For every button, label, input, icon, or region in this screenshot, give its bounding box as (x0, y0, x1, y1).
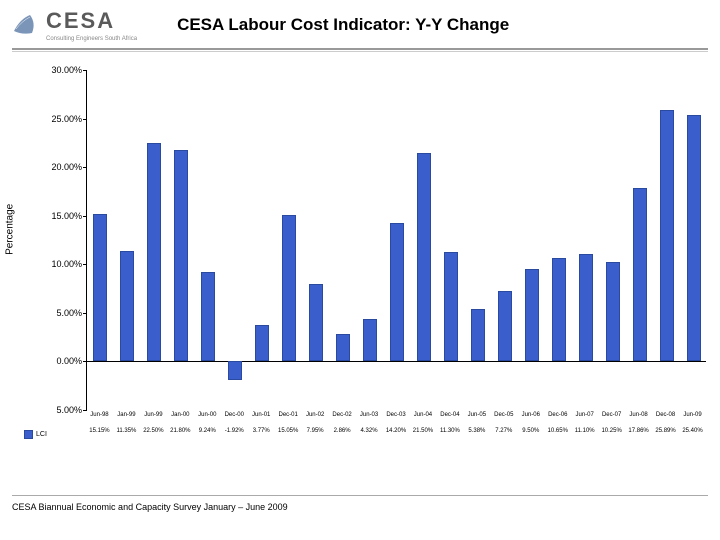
x-tick-label: Jun-00 (198, 412, 216, 418)
bar (660, 110, 674, 362)
bar (606, 262, 620, 362)
bar (201, 272, 215, 362)
header-rule (12, 48, 708, 50)
bar (363, 319, 377, 361)
x-tick-label: Jun-07 (576, 412, 594, 418)
zero-line (87, 361, 706, 362)
bar (579, 254, 593, 362)
y-tick-label: 5.00% (32, 405, 82, 415)
legend-swatch (24, 430, 33, 439)
bar (687, 115, 701, 362)
x-tick-label: Jun-99 (144, 412, 162, 418)
plot-area (86, 70, 706, 410)
bar (120, 251, 134, 361)
y-tick-mark (83, 313, 87, 314)
logo: CESA Consulting Engineers South Africa (12, 8, 137, 42)
x-tick-label: Jun-98 (90, 412, 108, 418)
header: CESA Consulting Engineers South Africa C… (0, 0, 720, 46)
x-tick-label: Jan-99 (117, 412, 135, 418)
x-tick-label: Dec-01 (279, 412, 298, 418)
y-tick-label: 20.00% (32, 162, 82, 172)
logo-text: CESA (46, 8, 137, 34)
legend-key: LCI (24, 430, 47, 439)
footer-text: CESA Biannual Economic and Capacity Surv… (12, 502, 288, 512)
y-tick-mark (83, 216, 87, 217)
x-tick-label: Dec-00 (225, 412, 244, 418)
x-tick-label: Dec-06 (548, 412, 567, 418)
x-tick-label: Dec-04 (440, 412, 459, 418)
bar (633, 188, 647, 361)
x-tick-label: Dec-05 (494, 412, 513, 418)
bar (147, 143, 161, 362)
bar (471, 309, 485, 361)
x-tick-label: Jun-03 (360, 412, 378, 418)
y-axis-ticks: 5.00%0.00%5.00%10.00%15.00%20.00%25.00%3… (32, 70, 82, 410)
x-tick-label: Dec-07 (602, 412, 621, 418)
x-tick-label: Jun-02 (306, 412, 324, 418)
y-tick-label: 15.00% (32, 211, 82, 221)
bar (444, 252, 458, 362)
x-tick-label: Jan-00 (171, 412, 189, 418)
y-tick-mark (83, 410, 87, 411)
bar (228, 361, 242, 380)
x-tick-label: Jun-04 (414, 412, 432, 418)
x-tick-label: Dec-03 (386, 412, 405, 418)
y-tick-mark (83, 264, 87, 265)
bar (282, 215, 296, 361)
y-tick-mark (83, 119, 87, 120)
x-tick-label: Jun-05 (468, 412, 486, 418)
y-tick-label: 25.00% (32, 114, 82, 124)
bar (525, 269, 539, 361)
y-tick-mark (83, 361, 87, 362)
x-tick-label: Jun-01 (252, 412, 270, 418)
bar (417, 153, 431, 362)
chart-container: Percentage 5.00%0.00%5.00%10.00%15.00%20… (12, 70, 708, 480)
y-tick-label: 30.00% (32, 65, 82, 75)
y-tick-mark (83, 167, 87, 168)
bar (390, 223, 404, 361)
legend-label: LCI (36, 431, 47, 438)
x-tick-label: Jun-08 (629, 412, 647, 418)
y-tick-label: 0.00% (32, 356, 82, 366)
globe-icon (12, 11, 40, 39)
logo-subtitle: Consulting Engineers South Africa (46, 36, 137, 42)
bar (174, 150, 188, 362)
y-tick-mark (83, 70, 87, 71)
y-tick-label: 5.00% (32, 308, 82, 318)
x-tick-label: Dec-08 (656, 412, 675, 418)
legend: LCI (24, 430, 720, 439)
footer-rule (12, 495, 708, 496)
x-tick-label: Jun-06 (522, 412, 540, 418)
x-tick-label: Jun-09 (683, 412, 701, 418)
bar (552, 258, 566, 361)
bar (93, 214, 107, 361)
header-rule-2 (12, 51, 708, 52)
x-tick-label: Dec-02 (332, 412, 351, 418)
bar (255, 325, 269, 362)
y-tick-label: 10.00% (32, 259, 82, 269)
bar (309, 284, 323, 361)
bar (336, 334, 350, 362)
page-title: CESA Labour Cost Indicator: Y-Y Change (177, 15, 509, 35)
bar (498, 291, 512, 362)
y-axis-label: Percentage (5, 204, 16, 255)
